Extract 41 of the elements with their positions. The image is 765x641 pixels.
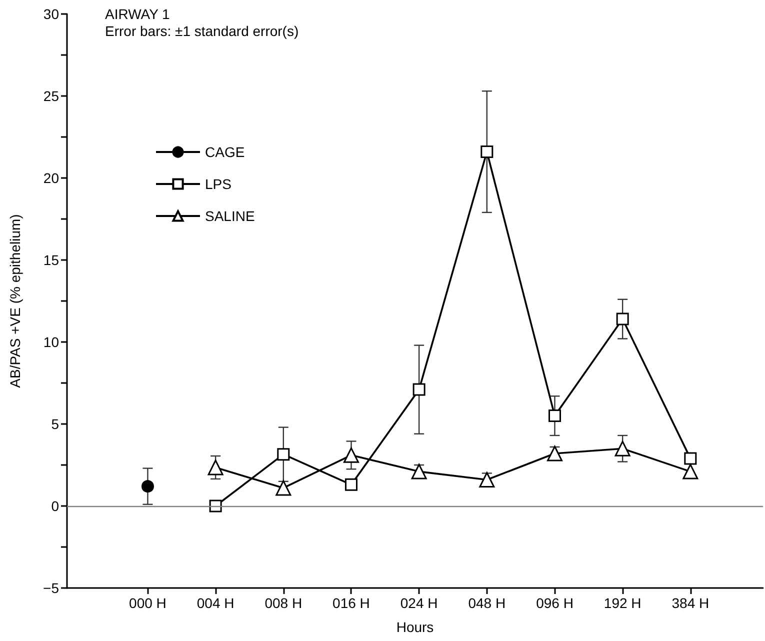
y-tick-label: −5 — [43, 580, 60, 596]
x-tick-label: 000 H — [129, 595, 166, 611]
point — [479, 472, 495, 488]
point — [343, 447, 359, 463]
y-tick-label: 0 — [51, 498, 60, 514]
x-tick-label: 024 H — [400, 595, 438, 611]
x-tick-label: 048 H — [468, 595, 506, 611]
y-tick-label: 15 — [43, 252, 60, 268]
point — [141, 480, 154, 493]
x-axis-title: Hours — [396, 619, 434, 635]
x-tick-label: 016 H — [332, 595, 370, 611]
legend-label: CAGE — [205, 144, 245, 160]
point — [411, 464, 427, 480]
x-tick-label: 008 H — [264, 595, 302, 611]
chart-title: AIRWAY 1 — [105, 6, 170, 22]
point — [616, 312, 629, 326]
x-tick-label: 096 H — [536, 595, 574, 611]
point — [548, 410, 561, 422]
y-axis-title: AB/PAS +VE (% epithelium) — [7, 214, 23, 388]
y-tick-label: 30 — [43, 6, 60, 22]
y-tick-label: 25 — [43, 88, 60, 104]
point — [277, 448, 290, 461]
y-tick-label: 5 — [51, 416, 60, 432]
point — [208, 460, 224, 476]
x-tick-label: 004 H — [196, 595, 234, 611]
point — [546, 446, 562, 462]
point — [412, 383, 426, 396]
x-tick-label: 192 H — [604, 595, 642, 611]
point — [276, 480, 292, 496]
point — [684, 452, 697, 465]
legend-label: LPS — [205, 176, 232, 192]
x-tick-label: 384 H — [672, 595, 710, 611]
point — [480, 146, 494, 158]
point — [682, 464, 698, 480]
point — [344, 478, 358, 491]
point — [614, 440, 630, 456]
text: Error bars: ±1 standard error(s) — [105, 23, 299, 39]
point — [209, 500, 222, 512]
legend-label: SALINE — [205, 208, 255, 224]
y-tick-label: 10 — [43, 334, 60, 350]
y-tick-label: 20 — [43, 170, 60, 186]
